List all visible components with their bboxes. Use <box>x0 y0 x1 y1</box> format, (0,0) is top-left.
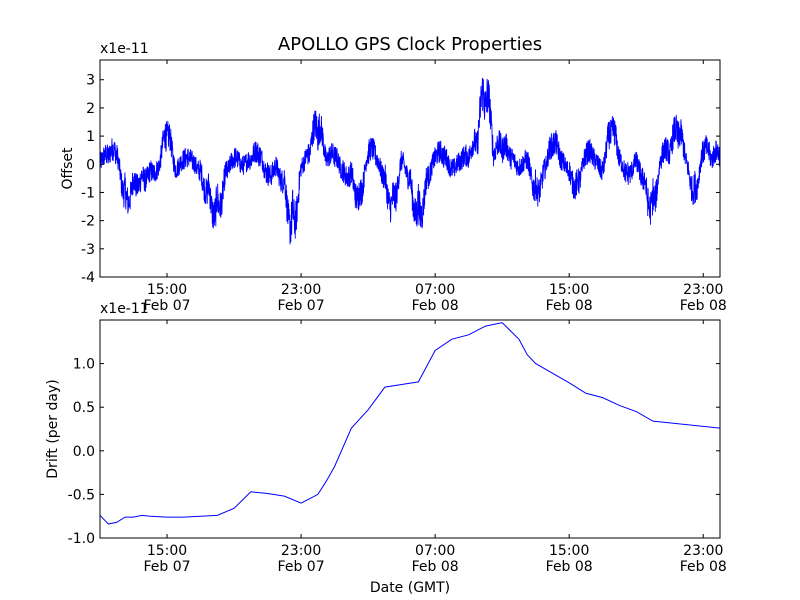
y-axis-label: Drift (per day) <box>45 379 61 478</box>
y-tick-label: 3 <box>86 73 95 89</box>
y-tick-label: -3 <box>81 242 95 258</box>
y-tick-label: 1.0 <box>73 357 95 373</box>
figure-title: APOLLO GPS Clock Properties <box>278 34 542 55</box>
x-tick-label-date: Feb 07 <box>278 559 325 575</box>
axes-frame <box>99 59 721 278</box>
x-tick-label-date: Feb 08 <box>412 559 459 575</box>
y-tick-label: -1 <box>81 185 95 201</box>
y-tick-label: 0 <box>86 157 95 173</box>
series-line-0 <box>100 77 720 245</box>
x-tick-label: 15:00 <box>549 543 589 559</box>
series-line-0 <box>100 322 720 525</box>
x-tick-label: 23:00 <box>683 543 723 559</box>
x-tick-label-date: Feb 08 <box>680 559 727 575</box>
axes-frame <box>99 319 721 539</box>
y-tick-label: -1.0 <box>68 531 95 547</box>
scale-label: x1e-11 <box>100 301 149 317</box>
x-tick-label: 15:00 <box>147 543 187 559</box>
x-tick-label: 07:00 <box>415 543 455 559</box>
x-tick-label: 23:00 <box>281 282 321 298</box>
x-tick-label: 15:00 <box>147 282 187 298</box>
x-tick-label: 07:00 <box>415 282 455 298</box>
scale-label: x1e-11 <box>100 41 149 57</box>
y-tick-label: -0.5 <box>68 487 95 503</box>
x-tick-label: 23:00 <box>281 543 321 559</box>
x-tick-label-date: Feb 08 <box>680 298 727 314</box>
y-tick-label: 2 <box>86 101 95 117</box>
y-axis-label: Offset <box>60 147 76 190</box>
x-tick-label-date: Feb 07 <box>143 298 190 314</box>
x-tick-label-date: Feb 08 <box>546 559 593 575</box>
x-tick-label: 15:00 <box>549 282 589 298</box>
x-tick-label-date: Feb 07 <box>278 298 325 314</box>
y-tick-label: -2 <box>81 214 95 230</box>
x-tick-label-date: Feb 07 <box>143 559 190 575</box>
y-tick-label: 1 <box>86 129 95 145</box>
x-axis-label: Date (GMT) <box>370 580 450 596</box>
x-tick-label-date: Feb 08 <box>412 298 459 314</box>
y-tick-label: 0.5 <box>73 400 95 416</box>
y-tick-label: -4 <box>81 270 95 286</box>
x-tick-label-date: Feb 08 <box>546 298 593 314</box>
y-tick-label: 0.0 <box>73 444 95 460</box>
x-tick-label: 23:00 <box>683 282 723 298</box>
